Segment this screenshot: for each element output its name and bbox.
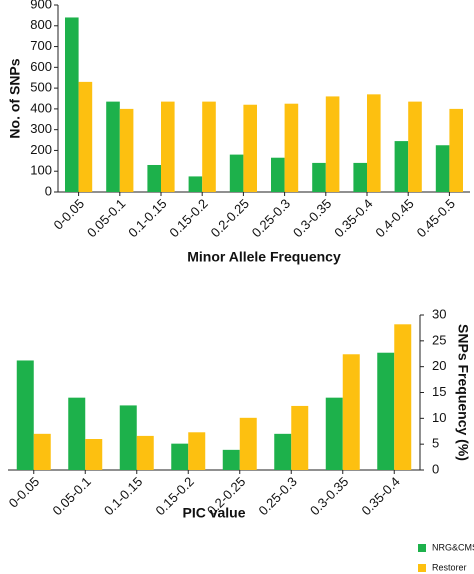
bar bbox=[222, 449, 240, 470]
y-tick-label: 25 bbox=[432, 332, 446, 347]
bar bbox=[274, 433, 292, 470]
x-tick-label: 0.35-0.4 bbox=[358, 474, 402, 518]
bar bbox=[342, 354, 360, 470]
bar bbox=[325, 397, 343, 470]
y-tick-label: 800 bbox=[30, 17, 52, 32]
x-tick-label: 0.05-0.1 bbox=[84, 196, 128, 240]
bar bbox=[188, 176, 203, 192]
x-tick-label: 0.25-0.3 bbox=[249, 196, 293, 240]
y-tick-label: 600 bbox=[30, 59, 52, 74]
y-tick-label: 30 bbox=[432, 306, 446, 321]
x-tick-label: 0.4-0.45 bbox=[372, 196, 416, 240]
x-tick-label: 0.05-0.1 bbox=[49, 474, 93, 518]
bar bbox=[229, 154, 244, 192]
legend-swatch bbox=[418, 544, 426, 552]
y-axis-label: SNPs Frequency (%) bbox=[455, 324, 471, 461]
x-tick-label: 0.1-0.15 bbox=[101, 474, 145, 518]
bar bbox=[394, 324, 412, 470]
legend-swatch bbox=[418, 564, 426, 572]
bar bbox=[136, 435, 154, 470]
y-tick-label: 15 bbox=[432, 384, 446, 399]
bar bbox=[243, 104, 257, 192]
y-tick-label: 0 bbox=[45, 183, 52, 198]
x-axis-label: PIC value bbox=[182, 505, 245, 521]
bar bbox=[449, 108, 463, 192]
y-tick-label: 100 bbox=[30, 163, 52, 178]
bar bbox=[106, 101, 120, 192]
y-tick-label: 0 bbox=[432, 461, 439, 476]
y-tick-label: 20 bbox=[432, 358, 446, 373]
y-tick-label: 700 bbox=[30, 38, 52, 53]
bar bbox=[271, 157, 285, 192]
bar bbox=[377, 352, 395, 470]
y-tick-label: 200 bbox=[30, 142, 52, 157]
y-tick-label: 500 bbox=[30, 80, 52, 95]
bar bbox=[171, 443, 189, 470]
bar bbox=[161, 101, 175, 192]
bar bbox=[85, 439, 103, 470]
bar bbox=[202, 101, 216, 192]
y-tick-label: 5 bbox=[432, 436, 439, 451]
y-tick-label: 900 bbox=[30, 0, 52, 11]
x-tick-label: 0.3-0.35 bbox=[307, 474, 351, 518]
bar bbox=[312, 162, 326, 192]
bar bbox=[68, 397, 86, 470]
x-tick-label: 0-0.05 bbox=[6, 474, 43, 511]
x-tick-label: 0.25-0.3 bbox=[255, 474, 299, 518]
y-tick-label: 400 bbox=[30, 100, 52, 115]
bar bbox=[78, 81, 93, 192]
legend-label: Restorer bbox=[432, 562, 467, 572]
legend-label: NRG&CMS bbox=[432, 542, 474, 552]
bar bbox=[188, 432, 206, 470]
x-tick-label: 0-0.05 bbox=[50, 196, 87, 233]
x-axis-label: Minor Allele Frequency bbox=[187, 249, 341, 265]
x-tick-label: 0.15-0.2 bbox=[166, 196, 210, 240]
bar bbox=[353, 162, 367, 192]
x-tick-label: 0.35-0.4 bbox=[331, 196, 375, 240]
x-tick-label: 0.2-0.25 bbox=[208, 196, 252, 240]
bar bbox=[16, 360, 34, 470]
bar bbox=[325, 96, 340, 192]
bar bbox=[435, 145, 450, 192]
bar bbox=[147, 164, 161, 192]
bar bbox=[394, 141, 409, 192]
bar bbox=[119, 108, 134, 192]
bar bbox=[33, 433, 51, 470]
x-tick-label: 0.3-0.35 bbox=[290, 196, 334, 240]
x-tick-label: 0.1-0.15 bbox=[125, 196, 169, 240]
bar bbox=[65, 17, 79, 192]
bar bbox=[408, 101, 422, 192]
bar bbox=[119, 405, 137, 470]
y-axis-label: No. of SNPs bbox=[7, 58, 23, 138]
bar bbox=[239, 417, 257, 470]
y-tick-label: 300 bbox=[30, 121, 52, 136]
x-tick-label: 0.45-0.5 bbox=[414, 196, 458, 240]
bar bbox=[291, 405, 309, 470]
y-tick-label: 10 bbox=[432, 410, 446, 425]
bar bbox=[367, 94, 381, 192]
bar bbox=[284, 103, 299, 192]
